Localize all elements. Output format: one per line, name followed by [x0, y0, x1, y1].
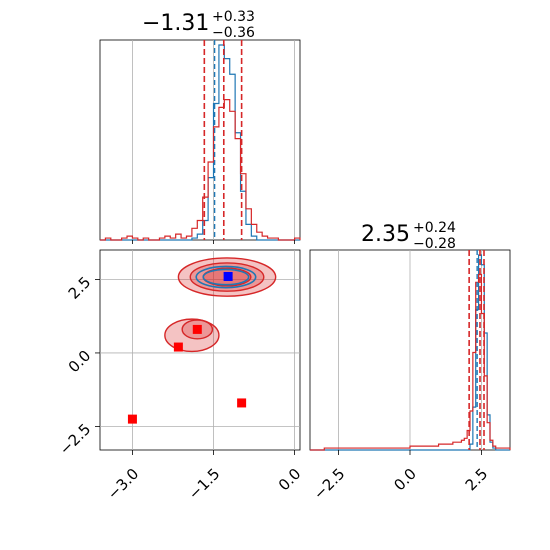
p2-title-plus: +0.24 — [413, 220, 456, 236]
p1-hist-frame — [99, 39, 301, 241]
red-marker-2 — [237, 398, 247, 408]
scatter-y-tick-label-0: −2.5 — [56, 420, 94, 458]
red-marker-3 — [127, 414, 137, 424]
p2-tick-label-2: 2.5 — [462, 465, 492, 495]
p2-title-value: 2.35 — [361, 222, 410, 247]
scatter-x-tick-label-2: 0.0 — [275, 465, 305, 495]
p1-title-value: −1.31 — [142, 11, 209, 36]
p2-red-histogram — [310, 273, 511, 451]
red-marker-0 — [192, 324, 202, 334]
p2-tick-label-0: −2.5 — [310, 465, 348, 503]
scatter-y-tick-label-2: 2.5 — [65, 273, 95, 303]
blue-marker-0 — [223, 271, 233, 281]
p1-title-minus: −0.36 — [212, 25, 255, 41]
scatter-frame — [99, 249, 301, 451]
p1-red-histogram — [100, 99, 301, 241]
blue-contour-0 — [195, 265, 257, 289]
blue-contour-1 — [202, 268, 250, 286]
scatter-x-tick-label-0: −3.0 — [104, 465, 142, 503]
p1-title-plus: +0.33 — [212, 9, 255, 25]
scatter-x-tick-label-1: −1.5 — [185, 465, 223, 503]
p2-title-minus: −0.28 — [413, 236, 456, 252]
red-marker-1 — [173, 342, 183, 352]
p2-tick-label-1: 0.0 — [390, 465, 420, 495]
scatter-y-tick-label-1: 0.0 — [65, 347, 95, 377]
p1-blue-histogram — [100, 44, 300, 241]
